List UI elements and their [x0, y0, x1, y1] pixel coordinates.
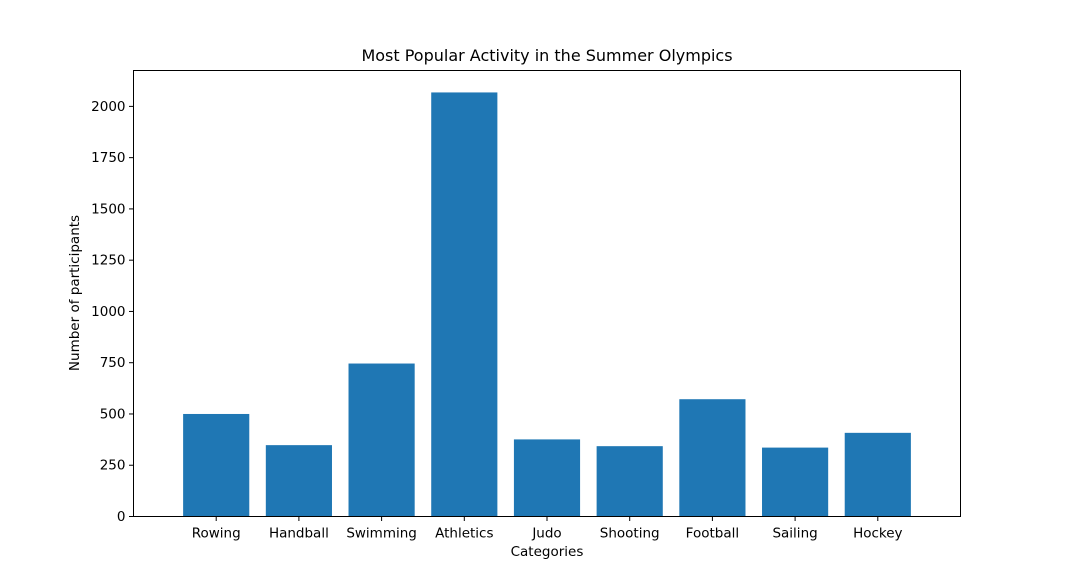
x-tick-label: Athletics: [435, 526, 493, 542]
x-tick-label: Football: [686, 526, 739, 542]
y-axis-label: Number of participants: [67, 215, 83, 371]
x-tick-label: Handball: [269, 526, 329, 542]
y-tick-label: 1250: [91, 253, 125, 269]
y-tick-label: 1750: [91, 150, 125, 166]
y-tick-label: 250: [100, 458, 126, 474]
x-tick-label: Hockey: [853, 526, 902, 542]
x-tick-label: Judo: [531, 526, 561, 542]
x-tick-label: Sailing: [772, 526, 817, 542]
bar-swimming: [348, 363, 415, 517]
bars-layer: [183, 92, 911, 517]
y-tick-label: 1500: [91, 201, 125, 217]
chart-title: Most Popular Activity in the Summer Olym…: [361, 46, 732, 65]
y-tick-label: 0: [117, 509, 126, 525]
y-tick-label: 1000: [91, 304, 125, 320]
x-tick-label: Rowing: [192, 526, 241, 542]
ticks-layer: Rowing Handball Swimming Athletics Judo Shoot…: [91, 99, 902, 542]
bar-handball: [265, 445, 332, 517]
bar-football: [679, 399, 746, 517]
x-tick-label: Swimming: [346, 526, 417, 542]
plot-frame: [133, 70, 961, 517]
x-axis-label: Categories: [511, 544, 584, 560]
bar-judo: [513, 439, 581, 517]
bar-athletics: [431, 92, 498, 517]
bar-rowing: [183, 413, 250, 517]
bar-sailing: [762, 447, 829, 517]
bar-hockey: [844, 432, 911, 517]
y-tick-label: 500: [100, 406, 126, 422]
bar-shooting: [596, 446, 663, 517]
y-tick-label: 2000: [91, 99, 125, 115]
y-tick-label: 750: [100, 355, 126, 371]
x-tick-label: Shooting: [600, 526, 660, 542]
